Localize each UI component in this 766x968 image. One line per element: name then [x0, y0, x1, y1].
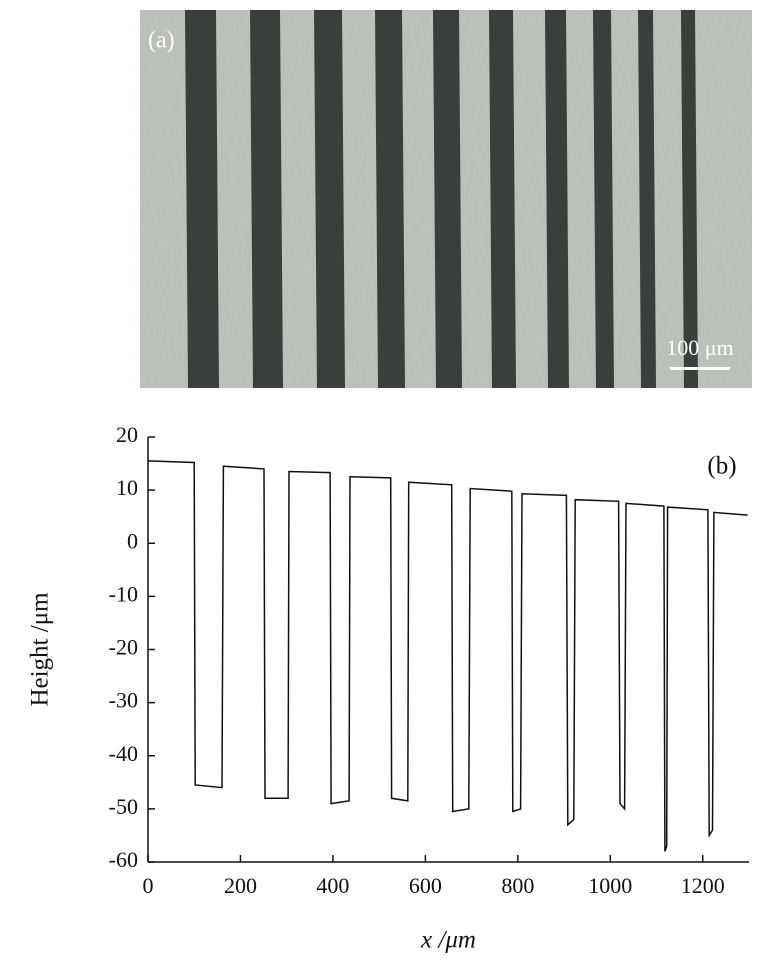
stripe [185, 10, 219, 388]
panel-label: (a) [148, 28, 175, 54]
x-tick-label: 0 [143, 873, 154, 898]
y-tick-label: 0 [127, 528, 138, 553]
y-tick-label: -50 [109, 794, 138, 819]
y-tick-label: -20 [109, 635, 138, 660]
stripe [433, 10, 462, 388]
y-axis-label: Height /μm [27, 592, 54, 707]
scale-bar-label: 100 μm [666, 335, 733, 360]
y-tick-label: -10 [109, 581, 138, 606]
x-axis-label: x /μm [420, 927, 476, 954]
stripe [638, 10, 656, 388]
stripes [185, 10, 698, 388]
stripe [250, 10, 283, 388]
stripe [593, 10, 614, 388]
x-tick-label: 600 [409, 873, 442, 898]
stripe [681, 10, 698, 388]
y-tick-label: 20 [116, 422, 138, 447]
y-tick-label: -60 [109, 847, 138, 872]
x-tick-label: 200 [224, 873, 257, 898]
x-tick-label: 1200 [681, 873, 725, 898]
x-tick-label: 400 [316, 873, 349, 898]
panel-label: (b) [707, 453, 736, 480]
x-tick-label: 1000 [588, 873, 632, 898]
stripe [545, 10, 569, 388]
profile-line [147, 460, 748, 852]
stripe [314, 10, 345, 388]
y-tick-label: -30 [109, 688, 138, 713]
stripe [375, 10, 405, 388]
scale-bar [670, 367, 730, 370]
x-tick-label: 800 [501, 873, 534, 898]
y-tick-label: -40 [109, 741, 138, 766]
micrograph: (a) 100 μm [140, 10, 752, 388]
stripe [489, 10, 516, 388]
y-tick-label: 10 [116, 475, 138, 500]
